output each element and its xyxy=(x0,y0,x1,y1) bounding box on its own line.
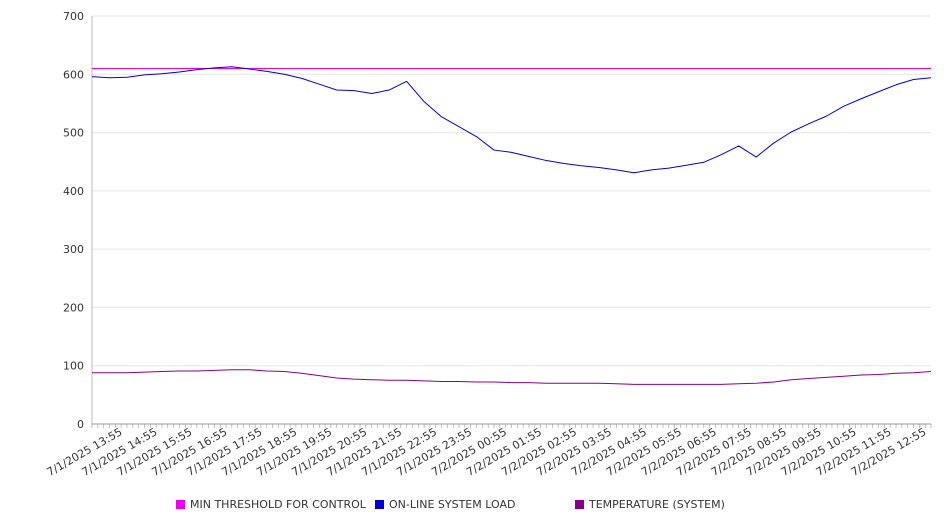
chart-legend: MIN THRESHOLD FOR CONTROL ON-LINE SYSTEM… xyxy=(0,498,946,514)
axes xyxy=(91,16,932,428)
series-line-1 xyxy=(91,66,932,174)
legend-label-temperature: TEMPERATURE (SYSTEM) xyxy=(589,498,725,511)
y-tick-label: 300 xyxy=(63,243,84,256)
y-tick-label: 200 xyxy=(63,301,84,314)
legend-label-system-load: ON-LINE SYSTEM LOAD xyxy=(389,498,516,511)
y-tick-label: 600 xyxy=(63,68,84,81)
legend-label-min-threshold: MIN THRESHOLD FOR CONTROL xyxy=(190,498,366,511)
y-axis-tick-labels: 0 100 200 300 400 500 600 700 xyxy=(63,10,84,431)
x-axis-tick-labels: 7/1/2025 13:557/1/2025 14:557/1/2025 15:… xyxy=(45,425,929,479)
legend-item-min-threshold[interactable]: MIN THRESHOLD FOR CONTROL xyxy=(176,498,366,511)
legend-item-system-load[interactable]: ON-LINE SYSTEM LOAD xyxy=(375,498,515,511)
legend-swatch-min-threshold xyxy=(176,500,185,509)
series-lines xyxy=(91,66,932,385)
y-tick-label: 400 xyxy=(63,185,84,198)
y-tick-label: 700 xyxy=(63,10,84,23)
gridlines xyxy=(92,15,931,367)
legend-swatch-system-load xyxy=(375,500,384,509)
legend-item-temperature[interactable]: TEMPERATURE (SYSTEM) xyxy=(575,498,725,511)
y-tick-label: 0 xyxy=(77,418,84,431)
legend-swatch-temperature xyxy=(575,500,584,509)
series-line-2 xyxy=(92,369,932,385)
y-tick-label: 100 xyxy=(63,360,84,373)
y-tick-label: 500 xyxy=(63,127,84,140)
